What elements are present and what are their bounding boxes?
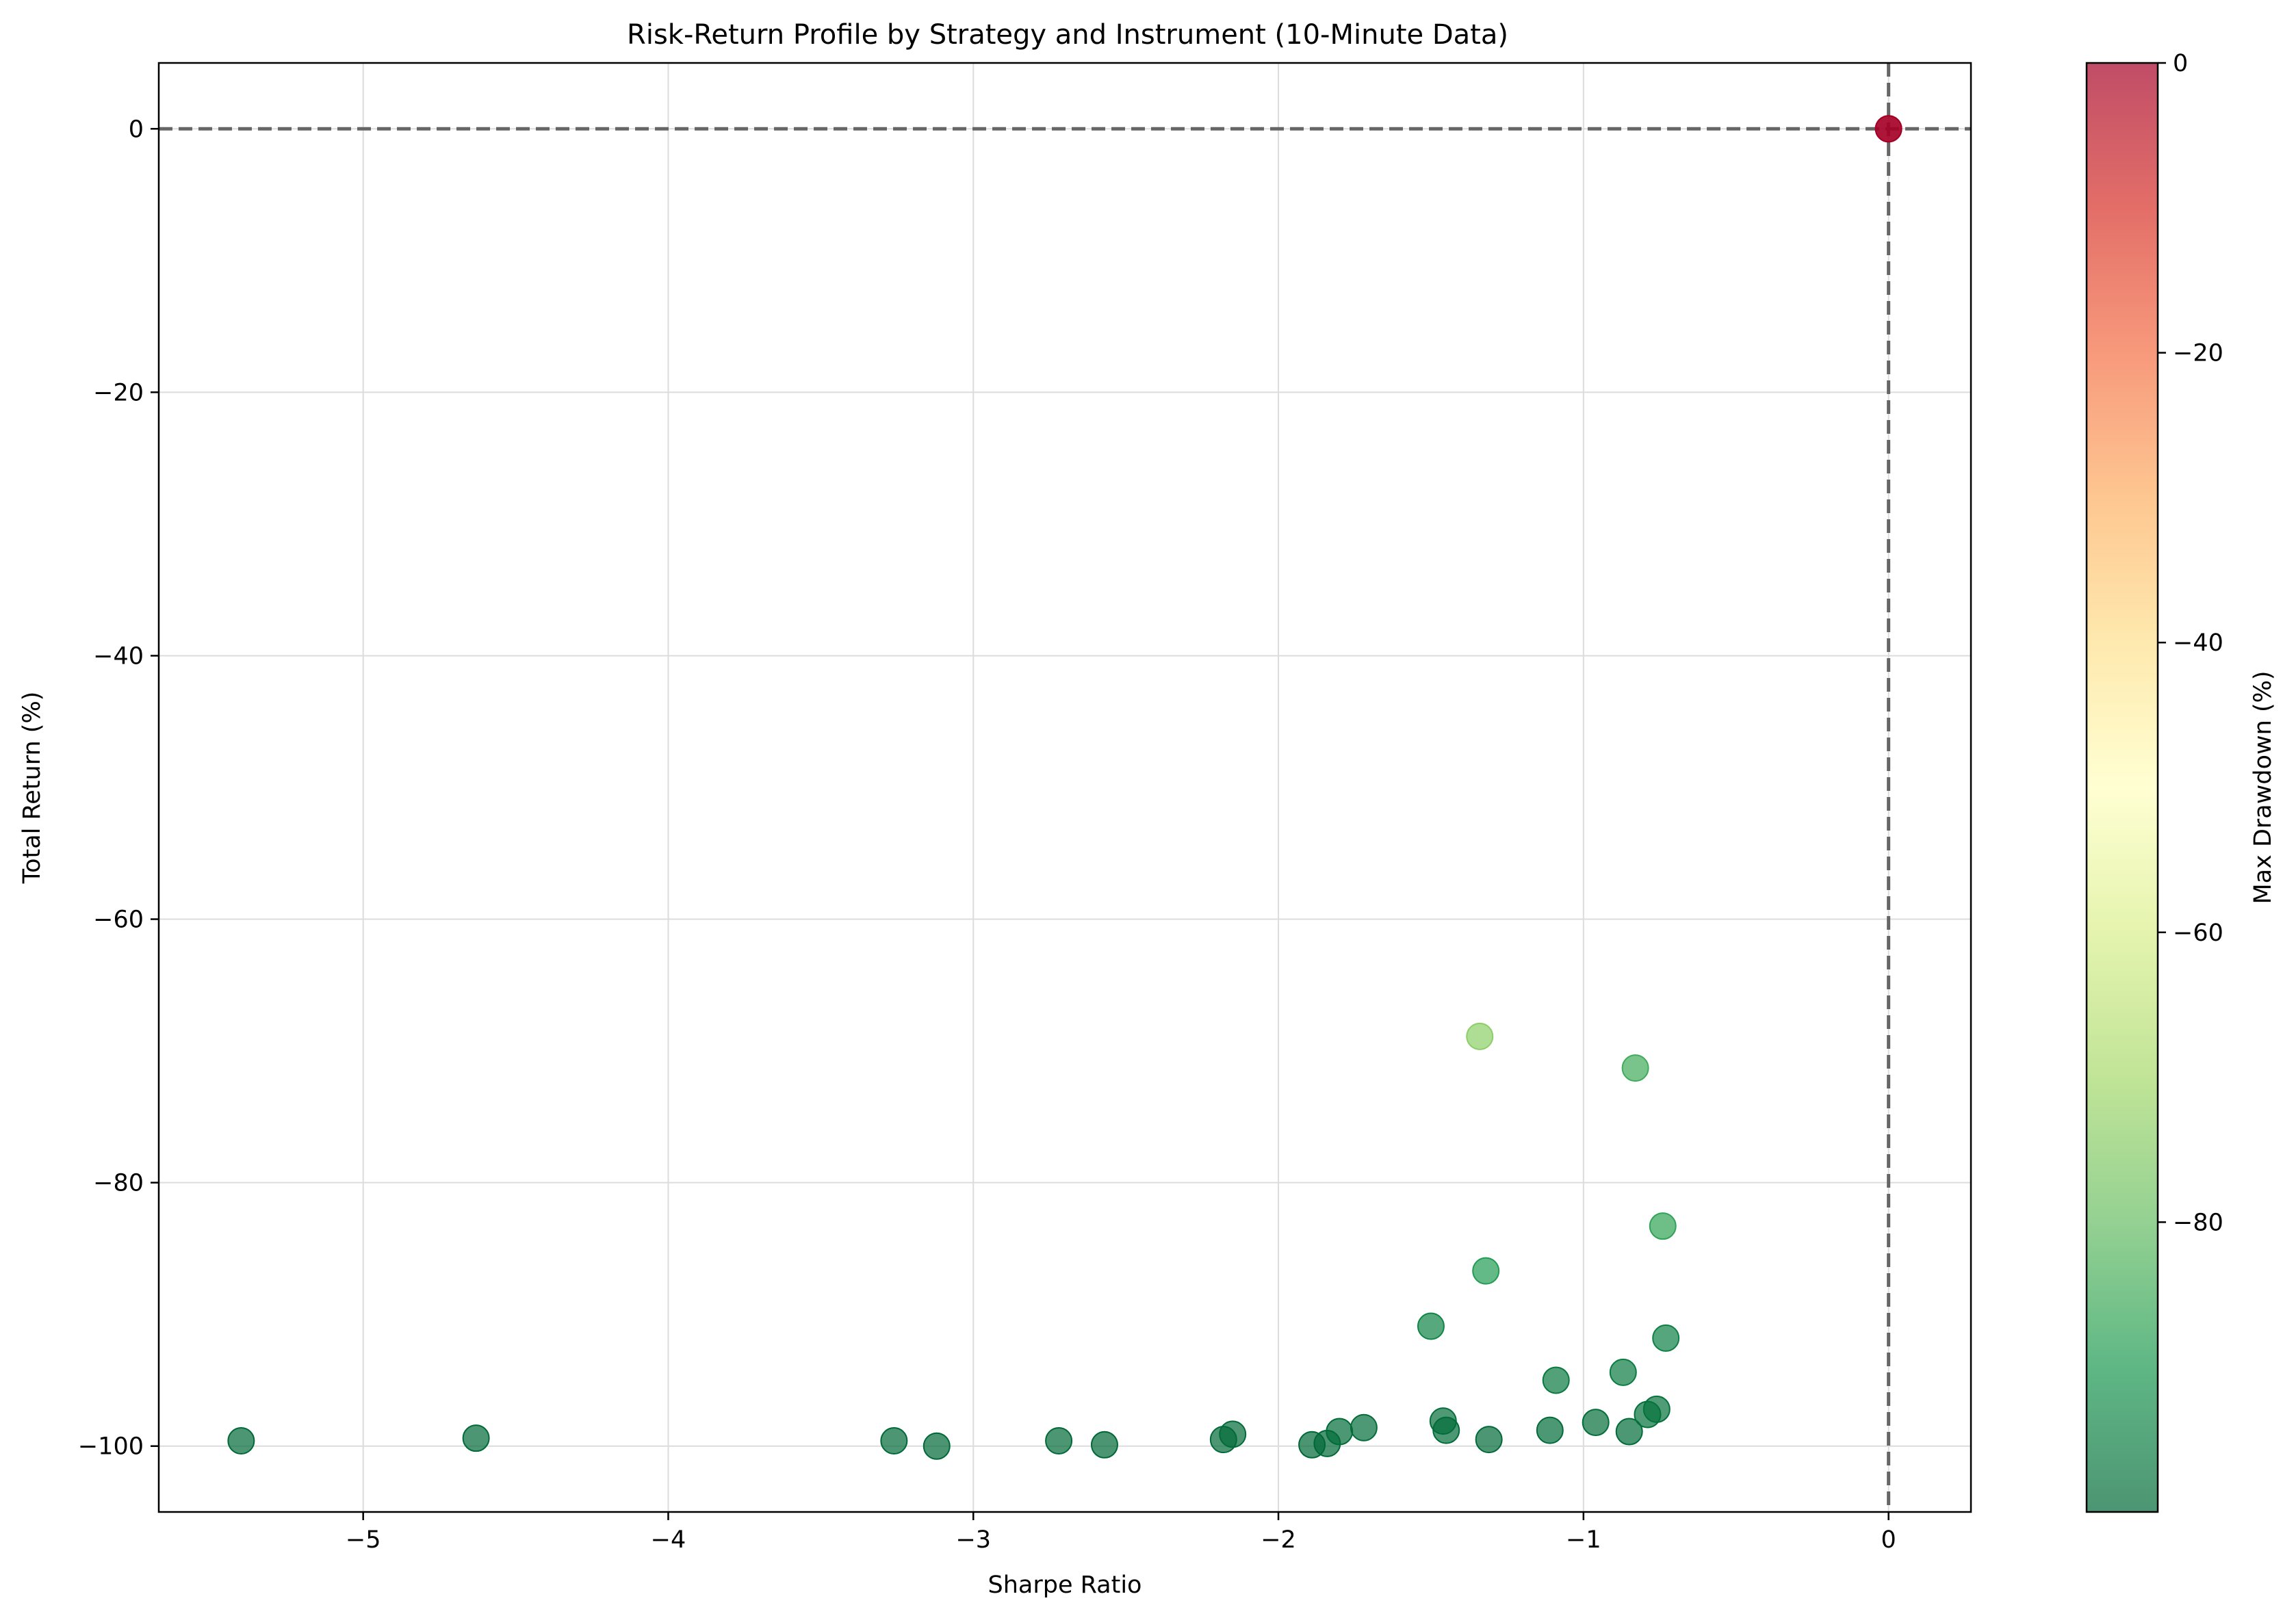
data-point xyxy=(1652,1324,1680,1352)
colorbar xyxy=(2087,63,2158,1512)
x-tick-label: −1 xyxy=(1566,1526,1601,1554)
data-point xyxy=(1609,1358,1637,1386)
data-point xyxy=(1621,1054,1649,1082)
data-point xyxy=(1090,1431,1118,1459)
x-tick-label: −2 xyxy=(1261,1526,1296,1554)
y-tick-label: −60 xyxy=(93,906,144,934)
data-point xyxy=(1642,1395,1671,1423)
data-point xyxy=(1874,115,1902,143)
y-axis-label: Total Return (%) xyxy=(18,692,46,885)
y-tick-label: −20 xyxy=(93,379,144,406)
x-tick-label: −3 xyxy=(955,1526,991,1554)
data-point xyxy=(227,1427,255,1455)
data-point xyxy=(1536,1416,1564,1444)
data-point xyxy=(1466,1022,1494,1050)
colorbar-label: Max Drawdown (%) xyxy=(2249,670,2277,904)
data-point xyxy=(1326,1418,1354,1446)
colorbar-tick-label: −20 xyxy=(2173,340,2223,367)
x-tick-label: −5 xyxy=(346,1526,381,1554)
colorbar-ticks: 0 −20 −40 −60 −80 xyxy=(2158,50,2223,1236)
colorbar-tick-label: 0 xyxy=(2173,50,2188,77)
chart-title: Risk-Return Profile by Strategy and Inst… xyxy=(627,19,1508,51)
data-point xyxy=(1472,1257,1500,1285)
data-point xyxy=(1615,1418,1643,1446)
data-point xyxy=(1417,1312,1445,1340)
y-tick-label: −40 xyxy=(93,642,144,670)
data-point xyxy=(462,1424,490,1452)
reference-lines xyxy=(159,63,1971,1512)
x-tick-label: −4 xyxy=(651,1526,686,1554)
colorbar-frame xyxy=(2085,62,2159,1513)
x-axis-label: Sharpe Ratio xyxy=(988,1571,1142,1599)
x-tick-label: 0 xyxy=(1881,1526,1896,1554)
data-point xyxy=(1649,1212,1677,1240)
data-point xyxy=(1219,1420,1247,1448)
scatter-points xyxy=(227,115,1902,1460)
x-axis-ticks: −5 −4 −3 −2 −1 0 xyxy=(346,1512,1896,1554)
data-point xyxy=(1582,1409,1610,1437)
colorbar-tick-label: −80 xyxy=(2173,1209,2223,1236)
data-point xyxy=(923,1432,951,1460)
y-tick-label: −80 xyxy=(93,1170,144,1197)
y-axis-ticks: 0 −20 −40 −60 −80 −100 xyxy=(78,116,159,1461)
colorbar-tick-label: −60 xyxy=(2173,919,2223,947)
data-point xyxy=(880,1427,908,1455)
data-point xyxy=(1350,1413,1378,1441)
data-point xyxy=(1475,1426,1503,1454)
colorbar-tick-label: −40 xyxy=(2173,629,2223,657)
data-point xyxy=(1542,1366,1570,1394)
y-tick-label: 0 xyxy=(129,116,144,143)
y-tick-label: −100 xyxy=(78,1433,144,1461)
plot-area-frame xyxy=(157,62,1972,1513)
data-point xyxy=(1045,1427,1073,1455)
data-point xyxy=(1432,1416,1460,1444)
